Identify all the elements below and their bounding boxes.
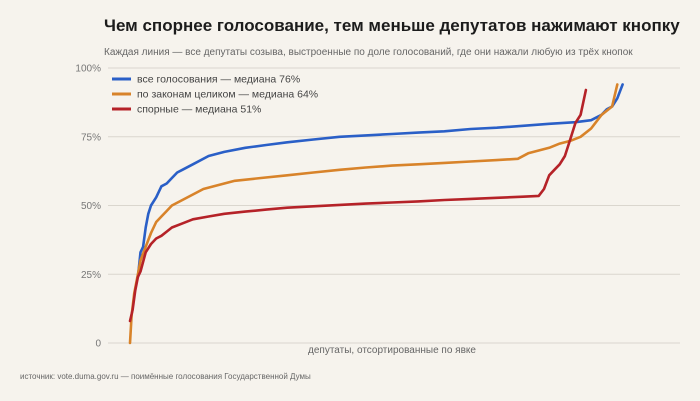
series-line-1 — [136, 83, 624, 279]
y-tick-label: 100% — [75, 64, 101, 75]
series-line-2 — [128, 83, 619, 345]
legend-item: спорные — медиана 51% — [112, 104, 261, 116]
chart-title: Чем спорнее голосование, тем меньше депу… — [104, 16, 680, 35]
legend: все голосования — медиана 76% по законам … — [112, 74, 318, 116]
series-lines — [128, 83, 624, 345]
legend-item: по законам целиком — медиана 64% — [112, 89, 318, 101]
y-tick-label: 75% — [81, 132, 101, 143]
y-tick-label: 25% — [81, 270, 101, 281]
x-axis-label: депутаты, отсортированные по явке — [308, 345, 476, 356]
legend-item: все голосования — медиана 76% — [112, 74, 300, 86]
series-line-3 — [128, 88, 588, 323]
y-tick-label: 0 — [95, 339, 101, 350]
legend-label: все голосования — медиана 76% — [137, 74, 300, 86]
y-tick-label: 50% — [81, 201, 101, 212]
legend-label: спорные — медиана 51% — [137, 104, 261, 116]
legend-label: по законам целиком — медиана 64% — [137, 89, 318, 101]
chart-subtitle: Каждая линия — все депутаты созыва, выст… — [104, 47, 633, 58]
gridlines — [108, 67, 680, 344]
y-tick-labels: 0 25% 50% 75% 100% — [75, 64, 101, 350]
source-note: источник: vote.duma.gov.ru — поимённые г… — [20, 372, 311, 381]
